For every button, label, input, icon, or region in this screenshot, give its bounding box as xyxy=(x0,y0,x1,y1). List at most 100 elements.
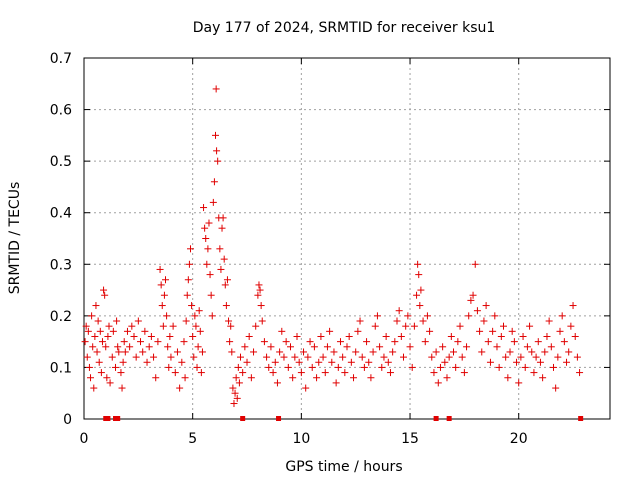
zero-value-marker xyxy=(105,416,111,421)
y-tick-label: 0.7 xyxy=(50,51,72,67)
data-point xyxy=(91,332,99,340)
data-point xyxy=(89,343,97,351)
data-point xyxy=(269,369,277,377)
data-point xyxy=(456,322,464,330)
x-tick-labels: 0 5 10 15 20 xyxy=(80,431,528,447)
data-point xyxy=(115,348,123,356)
data-point xyxy=(563,358,571,366)
data-point xyxy=(154,338,162,346)
data-point xyxy=(208,312,216,320)
data-point xyxy=(243,358,251,366)
y-tick-label: 0.3 xyxy=(50,257,72,273)
data-point xyxy=(528,348,536,356)
data-point xyxy=(504,374,512,382)
zero-value-marker xyxy=(433,416,439,421)
data-point xyxy=(207,291,215,299)
zero-value-marker xyxy=(446,416,452,421)
data-point xyxy=(150,353,158,361)
data-point xyxy=(404,312,412,320)
data-point xyxy=(87,374,95,382)
x-tick-label: 20 xyxy=(510,431,528,447)
data-point xyxy=(104,332,112,340)
data-point xyxy=(497,332,505,340)
data-point xyxy=(360,363,368,371)
data-point xyxy=(280,353,288,361)
data-point xyxy=(328,358,336,366)
y-tick-label: 0.5 xyxy=(50,154,72,170)
data-point xyxy=(273,379,281,387)
data-point xyxy=(526,322,534,330)
data-point xyxy=(221,281,229,289)
data-point xyxy=(247,374,255,382)
data-point xyxy=(213,147,221,155)
data-point xyxy=(278,327,286,335)
data-point xyxy=(103,374,111,382)
data-point xyxy=(226,338,234,346)
data-point xyxy=(317,332,325,340)
data-point xyxy=(134,317,142,325)
data-point xyxy=(543,332,551,340)
data-point xyxy=(231,389,239,397)
data-point xyxy=(232,374,240,382)
data-point xyxy=(378,363,386,371)
data-point xyxy=(519,332,527,340)
data-point xyxy=(517,353,525,361)
data-point xyxy=(84,327,92,335)
y-tick-label: 0 xyxy=(63,412,72,428)
data-point xyxy=(397,332,405,340)
data-point xyxy=(515,379,523,387)
data-point xyxy=(554,353,562,361)
data-point xyxy=(536,358,544,366)
data-point xyxy=(436,363,444,371)
data-point xyxy=(408,363,416,371)
data-point xyxy=(236,353,244,361)
data-point xyxy=(167,353,175,361)
data-point xyxy=(534,338,542,346)
data-point xyxy=(152,374,160,382)
data-point xyxy=(159,322,167,330)
data-point xyxy=(139,348,147,356)
data-point xyxy=(214,157,222,165)
data-point xyxy=(95,358,103,366)
data-point xyxy=(245,332,253,340)
data-point xyxy=(255,281,263,289)
data-point xyxy=(263,353,271,361)
data-point xyxy=(393,317,401,325)
data-point xyxy=(560,338,568,346)
data-point xyxy=(530,369,538,377)
data-point xyxy=(126,343,134,351)
data-point xyxy=(194,343,202,351)
data-point xyxy=(257,302,265,310)
data-point xyxy=(130,332,138,340)
data-point xyxy=(164,343,172,351)
data-point xyxy=(147,332,155,340)
data-point xyxy=(460,369,468,377)
data-point xyxy=(222,302,230,310)
data-point xyxy=(558,312,566,320)
data-point xyxy=(480,317,488,325)
data-point xyxy=(176,384,184,392)
data-point xyxy=(306,338,314,346)
data-point xyxy=(258,317,266,325)
data-point xyxy=(137,338,145,346)
data-point xyxy=(113,317,121,325)
data-point xyxy=(467,296,475,304)
data-point xyxy=(276,348,284,356)
data-point xyxy=(100,286,108,294)
data-point xyxy=(315,358,323,366)
data-point xyxy=(165,363,173,371)
data-point xyxy=(545,317,553,325)
data-point xyxy=(410,322,418,330)
data-point xyxy=(471,260,479,268)
data-point xyxy=(569,302,577,310)
data-point xyxy=(308,363,316,371)
data-point xyxy=(547,343,555,351)
data-point xyxy=(415,271,423,279)
data-point xyxy=(204,245,212,253)
data-point xyxy=(350,374,358,382)
data-point xyxy=(495,363,503,371)
data-point xyxy=(212,131,219,139)
data-point xyxy=(386,369,394,377)
data-point xyxy=(216,245,224,253)
data-point xyxy=(118,384,126,392)
